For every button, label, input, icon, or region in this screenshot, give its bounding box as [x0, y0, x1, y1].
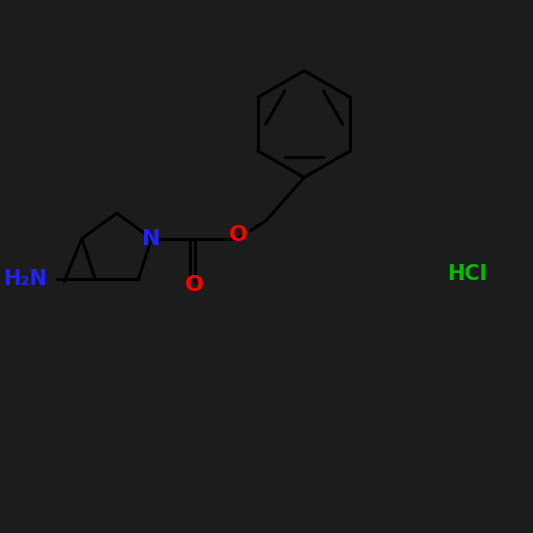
Text: HCl: HCl	[447, 264, 487, 284]
Text: H₂N: H₂N	[3, 270, 47, 289]
Text: O: O	[185, 276, 204, 295]
Text: O: O	[229, 225, 247, 245]
Text: N: N	[142, 229, 161, 248]
